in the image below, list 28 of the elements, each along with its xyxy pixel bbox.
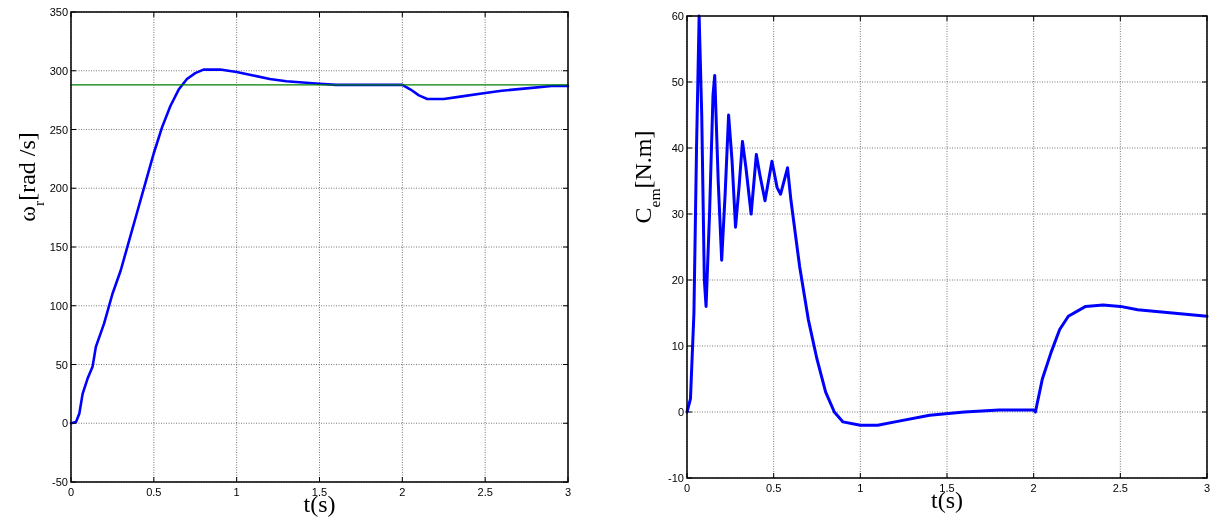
x-tick-label: 2.5: [1112, 482, 1128, 494]
x-tick-label: 1: [233, 486, 240, 498]
x-tick-label: 1: [857, 482, 864, 494]
line-series: [69, 68, 570, 425]
y-tick-label: 50: [671, 76, 684, 88]
y-tick-label: 250: [49, 123, 68, 136]
y-tick-label: 100: [49, 299, 68, 312]
x-tick-label: 2: [399, 486, 406, 498]
y-tick-label: 40: [671, 142, 684, 154]
y-tick-label: 50: [55, 358, 68, 371]
y-tick-label: 30: [671, 208, 684, 220]
y-tick-label: 350: [49, 6, 68, 18]
x-tick-label: 3: [1203, 482, 1211, 494]
y-tick-label: 60: [671, 10, 684, 22]
y-tick-label: 20: [671, 274, 684, 286]
x-tick-label: 0.5: [146, 486, 162, 498]
y-tick-label: -50: [52, 476, 68, 488]
y-tick-label: 200: [49, 182, 68, 195]
y-tick-label: 0: [677, 406, 684, 418]
y-tick-label: 10: [671, 340, 684, 352]
y-tick-label: -10: [668, 472, 684, 484]
x-tick-label: 2: [1030, 482, 1037, 494]
x-tick-label: 3: [564, 486, 572, 498]
x-tick-label: 0.5: [766, 482, 782, 494]
y-tick-label: 150: [49, 241, 68, 253]
x-tick-label: 2.5: [477, 486, 493, 498]
y-tick-label: 300: [49, 64, 68, 77]
y-tick-label: 0: [61, 417, 68, 430]
